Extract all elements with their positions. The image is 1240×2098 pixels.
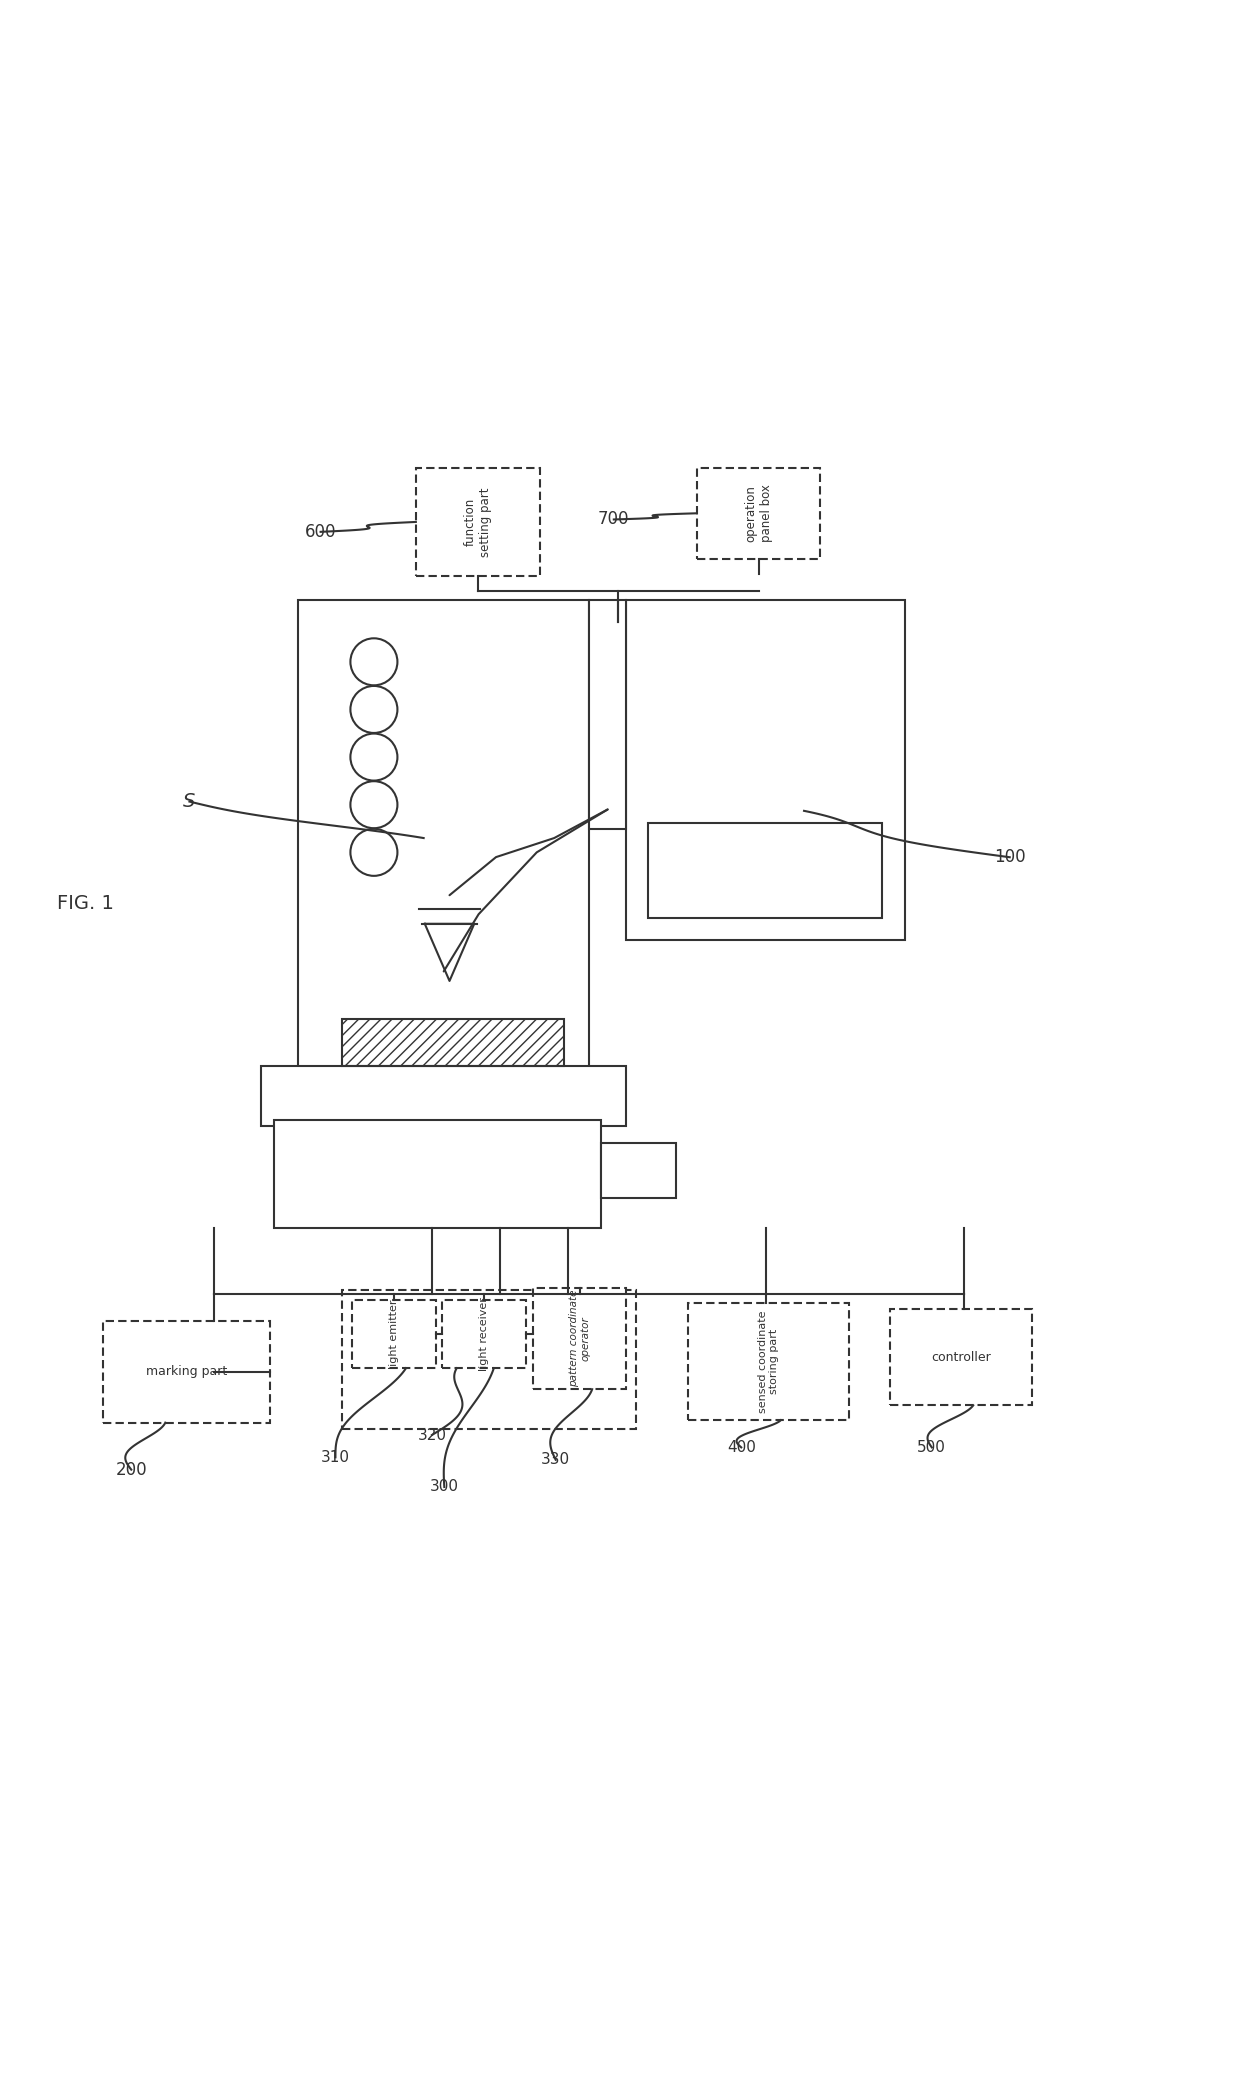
FancyBboxPatch shape [697,468,821,558]
FancyBboxPatch shape [890,1309,1032,1406]
Text: controller: controller [931,1351,991,1364]
FancyBboxPatch shape [533,1288,626,1389]
Text: S: S [184,793,196,812]
Text: light emitter: light emitter [388,1299,398,1368]
Text: operation
panel box: operation panel box [744,485,773,541]
FancyBboxPatch shape [299,600,589,1076]
Text: 320: 320 [418,1427,446,1443]
Text: pattern coordinate
operator: pattern coordinate operator [569,1290,590,1387]
Text: 310: 310 [321,1450,350,1464]
Text: function
setting part: function setting part [464,487,492,556]
FancyBboxPatch shape [415,468,539,577]
FancyBboxPatch shape [342,1290,636,1429]
Text: 200: 200 [115,1460,148,1479]
FancyBboxPatch shape [589,600,626,829]
Text: light receiver: light receiver [479,1297,489,1372]
FancyBboxPatch shape [103,1322,270,1422]
Text: 330: 330 [541,1452,570,1467]
FancyBboxPatch shape [688,1303,849,1420]
Text: marking part: marking part [146,1366,227,1378]
Text: 300: 300 [430,1479,459,1494]
FancyBboxPatch shape [441,1301,526,1368]
FancyBboxPatch shape [649,822,883,917]
Text: 600: 600 [305,522,336,541]
FancyBboxPatch shape [274,1120,601,1229]
FancyBboxPatch shape [262,1066,626,1127]
FancyBboxPatch shape [626,600,904,940]
Text: sensed coordinate
storing part: sensed coordinate storing part [758,1309,779,1412]
Text: FIG. 1: FIG. 1 [57,894,114,913]
FancyBboxPatch shape [601,1143,676,1198]
Text: 700: 700 [598,510,630,529]
Text: 100: 100 [994,848,1025,866]
FancyBboxPatch shape [351,1301,435,1368]
Text: 500: 500 [918,1439,946,1454]
Text: 400: 400 [727,1439,755,1454]
